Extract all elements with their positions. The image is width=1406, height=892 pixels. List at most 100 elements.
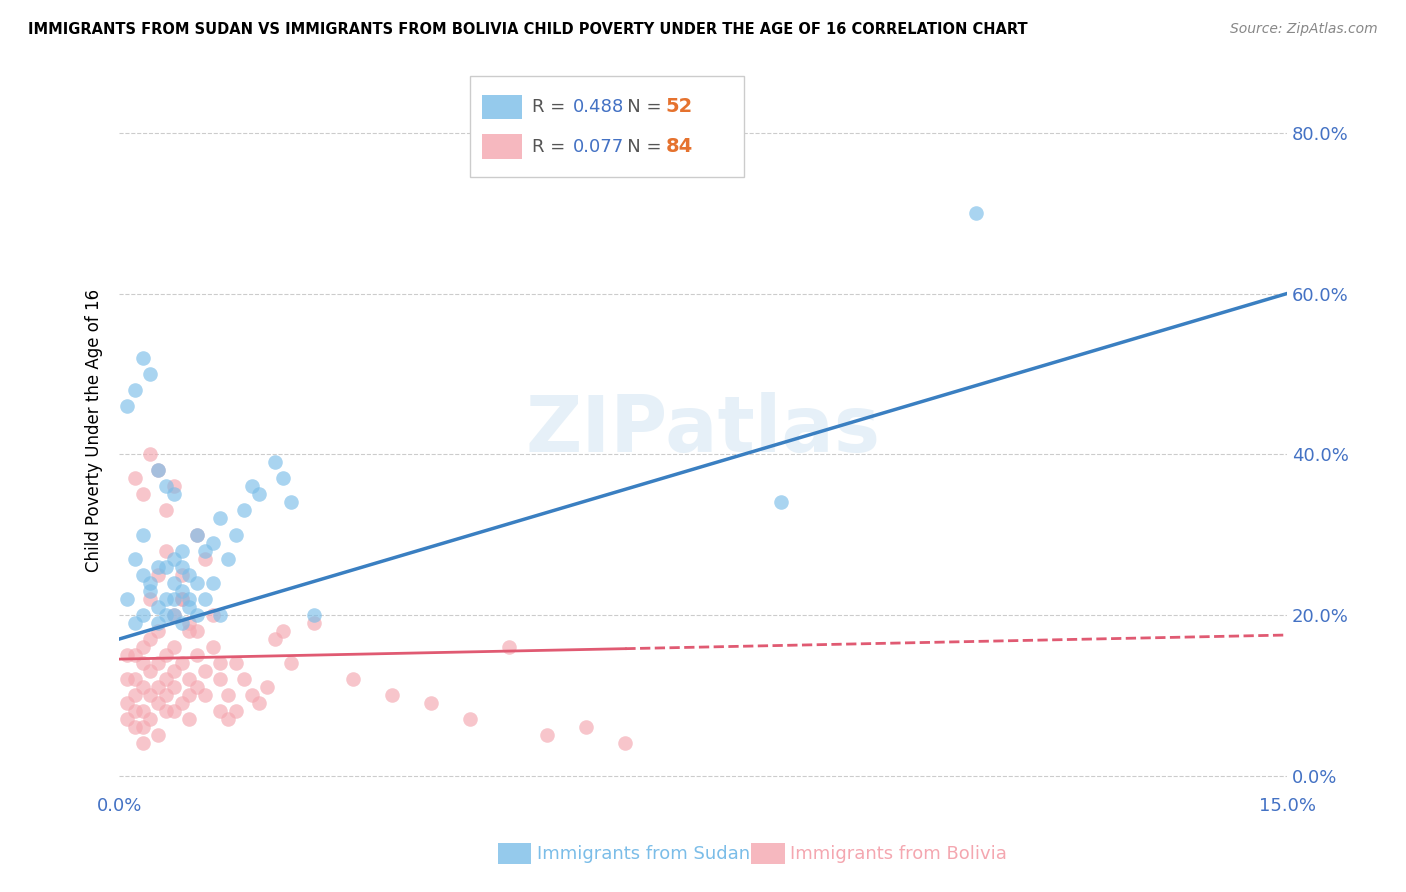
Point <box>115 672 138 686</box>
Point <box>179 624 201 638</box>
Point <box>163 680 186 694</box>
FancyBboxPatch shape <box>482 135 522 159</box>
Point <box>170 656 193 670</box>
Point <box>614 737 637 751</box>
Point <box>170 696 193 710</box>
Point <box>194 591 217 606</box>
Text: Immigrants from Bolivia: Immigrants from Bolivia <box>790 845 1007 863</box>
Point <box>131 737 153 751</box>
Point <box>225 704 247 718</box>
Point <box>225 656 247 670</box>
Point <box>194 551 217 566</box>
Text: 0.488: 0.488 <box>572 98 624 116</box>
Point <box>209 607 232 622</box>
Point <box>148 696 170 710</box>
Point <box>131 640 153 654</box>
Point <box>131 351 153 365</box>
Point <box>148 559 170 574</box>
Point <box>139 632 162 646</box>
Point <box>381 688 404 702</box>
Point <box>170 615 193 630</box>
Point <box>209 511 232 525</box>
Point <box>225 527 247 541</box>
Point <box>155 704 177 718</box>
Point <box>186 527 208 541</box>
Point <box>148 463 170 477</box>
Point <box>194 543 217 558</box>
Point <box>139 447 162 461</box>
Point <box>139 712 162 726</box>
FancyBboxPatch shape <box>470 76 744 177</box>
Point <box>148 656 170 670</box>
Point <box>186 527 208 541</box>
Point <box>965 206 987 220</box>
FancyBboxPatch shape <box>482 95 522 120</box>
Point <box>148 680 170 694</box>
Point <box>139 664 162 678</box>
Text: N =: N = <box>610 98 666 116</box>
Point <box>148 599 170 614</box>
Point <box>131 607 153 622</box>
Point <box>209 656 232 670</box>
Y-axis label: Child Poverty Under the Age of 16: Child Poverty Under the Age of 16 <box>86 288 103 572</box>
Point <box>280 495 302 509</box>
Text: 0.077: 0.077 <box>572 137 624 155</box>
Point <box>163 479 186 493</box>
Point <box>217 688 239 702</box>
Text: IMMIGRANTS FROM SUDAN VS IMMIGRANTS FROM BOLIVIA CHILD POVERTY UNDER THE AGE OF : IMMIGRANTS FROM SUDAN VS IMMIGRANTS FROM… <box>28 22 1028 37</box>
Text: N =: N = <box>610 137 666 155</box>
Point <box>186 624 208 638</box>
Text: Source: ZipAtlas.com: Source: ZipAtlas.com <box>1230 22 1378 37</box>
Point <box>131 527 153 541</box>
Point <box>240 479 263 493</box>
Point <box>148 463 170 477</box>
Point <box>148 615 170 630</box>
Point <box>148 624 170 638</box>
Point <box>201 575 224 590</box>
Point <box>186 648 208 662</box>
Point <box>163 704 186 718</box>
Point <box>124 615 146 630</box>
Point <box>139 575 162 590</box>
Point <box>155 648 177 662</box>
Point <box>170 591 193 606</box>
Point <box>194 688 217 702</box>
Text: R =: R = <box>531 98 571 116</box>
Point <box>264 455 287 469</box>
Point <box>186 680 208 694</box>
Point <box>271 624 294 638</box>
Point <box>179 672 201 686</box>
Point <box>170 543 193 558</box>
Point <box>155 607 177 622</box>
Point <box>139 583 162 598</box>
Point <box>232 672 254 686</box>
Point <box>155 559 177 574</box>
Point <box>131 704 153 718</box>
Point <box>419 696 441 710</box>
Point <box>131 487 153 501</box>
Point <box>163 551 186 566</box>
Point <box>498 640 520 654</box>
Point <box>179 688 201 702</box>
Point <box>170 559 193 574</box>
Point <box>155 503 177 517</box>
Point <box>342 672 364 686</box>
Point <box>124 383 146 397</box>
Point <box>139 688 162 702</box>
Point <box>458 712 481 726</box>
Point <box>194 664 217 678</box>
Point <box>201 535 224 549</box>
Text: Immigrants from Sudan: Immigrants from Sudan <box>537 845 751 863</box>
Text: ZIPatlas: ZIPatlas <box>526 392 880 468</box>
Point <box>536 728 558 742</box>
Point <box>179 591 201 606</box>
Point <box>209 704 232 718</box>
Point <box>115 712 138 726</box>
Point <box>163 591 186 606</box>
Point <box>115 399 138 413</box>
Point <box>131 656 153 670</box>
Point <box>179 567 201 582</box>
Point <box>163 607 186 622</box>
Point <box>256 680 278 694</box>
Point <box>201 607 224 622</box>
